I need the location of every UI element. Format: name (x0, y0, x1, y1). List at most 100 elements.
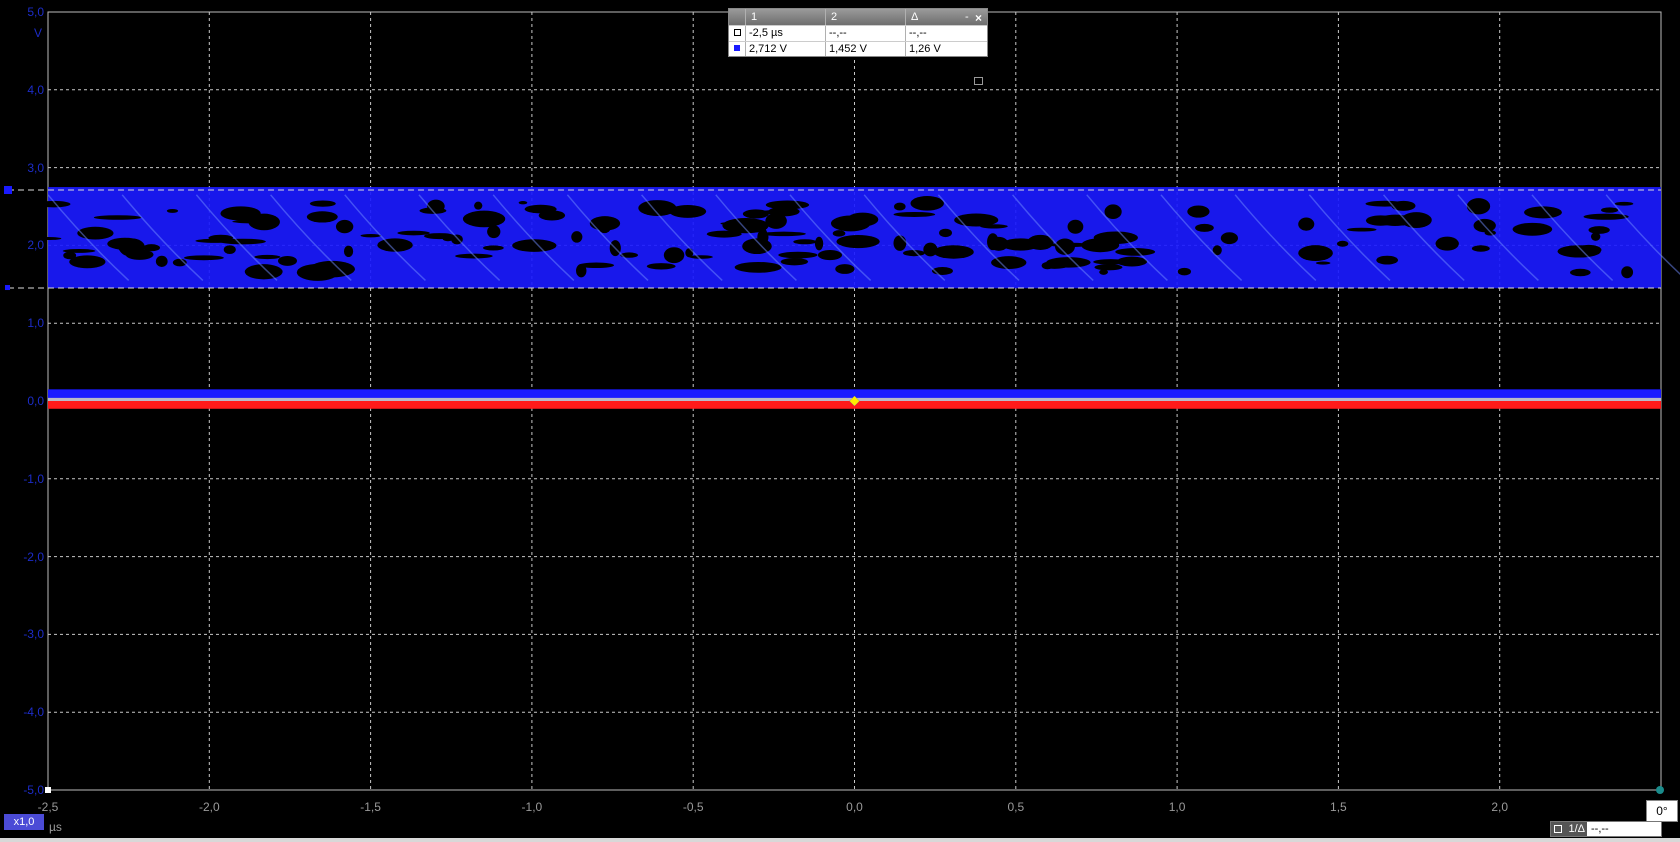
y-tick-label: 5,0 (27, 5, 44, 19)
eye-trace (1011, 194, 1094, 281)
eye-opening (155, 255, 168, 267)
y-tick-label: 2,0 (27, 238, 44, 253)
lock-icon[interactable] (974, 77, 983, 85)
eye-opening (903, 249, 925, 257)
close-button[interactable]: × (975, 11, 983, 25)
blue-square-icon (734, 45, 740, 51)
eye-opening (589, 216, 621, 231)
eye-opening (836, 234, 880, 249)
eye-opening (1187, 205, 1210, 218)
eye-opening (538, 210, 566, 221)
eye-opening (37, 200, 71, 208)
measurement-field[interactable]: 1/Δ --,-- (1550, 821, 1662, 837)
eye-opening (1391, 200, 1416, 211)
eye-opening (220, 206, 261, 221)
eye-opening (1093, 259, 1129, 265)
eye-trace (641, 194, 723, 281)
eye-opening (254, 254, 281, 260)
eye-trace (1160, 194, 1243, 281)
time-cursor-1: -2,5 µs (749, 27, 783, 39)
eye-opening (910, 196, 944, 211)
eye-trace (1086, 194, 1168, 281)
eye-trace (1308, 194, 1391, 281)
x-tick-label: -1,5 (360, 800, 381, 814)
eye-opening (1195, 223, 1214, 232)
voltage-cursor-1: 2,712 V (749, 43, 787, 55)
eye-opening (1588, 226, 1610, 234)
eye-opening (894, 202, 906, 211)
eye-opening (1099, 269, 1108, 275)
eye-trace (1382, 194, 1465, 281)
zoom-badge[interactable]: x1,0 (4, 814, 44, 830)
eye-opening (1336, 240, 1349, 247)
eye-opening (195, 238, 234, 243)
eye-opening (832, 230, 846, 237)
cursor-readout-panel[interactable]: 1 2 Δ - × -2,5 µs --,-- --,-- 2,712 V 1,… (728, 8, 988, 85)
x-axis-unit: µs (49, 820, 62, 834)
eye-opening (1377, 214, 1413, 226)
eye-opening (765, 200, 810, 210)
eye-opening (689, 255, 713, 259)
eye-opening (765, 212, 787, 229)
eye-trace (937, 194, 1020, 281)
eye-opening (1177, 267, 1192, 276)
phase-field[interactable]: 0° (1646, 800, 1678, 822)
cursor-1-handle (4, 186, 12, 195)
eye-opening (706, 230, 742, 238)
x-tick-label: -2,0 (198, 800, 220, 814)
voltage-cursor-2: 1,452 V (829, 43, 867, 55)
eye-opening (1298, 217, 1315, 231)
eye-opening (663, 247, 685, 264)
eye-opening (223, 245, 236, 255)
eye-opening (125, 249, 154, 260)
eye-opening (761, 231, 806, 237)
eye-opening (1435, 236, 1459, 251)
eye-opening (35, 236, 62, 241)
y-tick-label: -3,0 (23, 627, 44, 642)
eye-opening (1376, 255, 1399, 265)
minimize-button[interactable]: - (965, 11, 969, 23)
cursor-panel-header[interactable]: 1 2 Δ - × (729, 9, 987, 25)
eye-trace (344, 194, 426, 281)
x-tick-label: 2,0 (1491, 800, 1509, 814)
eye-opening (991, 256, 1027, 270)
measurement-value: --,-- (1591, 823, 1609, 835)
eye-opening (474, 201, 483, 210)
eye-opening (814, 236, 824, 251)
eye-opening (669, 204, 707, 218)
eye-opening (1298, 245, 1333, 262)
eye-trace (418, 194, 501, 281)
eye-opening (1621, 266, 1634, 279)
eye-opening (1466, 198, 1491, 215)
eye-opening (244, 264, 283, 280)
eye-opening (1046, 257, 1091, 268)
eye-opening (893, 211, 936, 217)
eye-opening (939, 228, 952, 238)
voltage-delta: 1,26 V (909, 43, 941, 55)
header-cursor-2: 2 (831, 11, 838, 23)
trigger-marker (849, 395, 860, 407)
eye-opening (69, 255, 106, 269)
eye-opening (1094, 264, 1123, 271)
eye-opening (571, 231, 583, 243)
eye-opening (1116, 256, 1148, 267)
origin-marker (45, 787, 51, 793)
eye-opening (576, 264, 587, 278)
eye-opening (462, 210, 506, 228)
eye-opening (638, 200, 677, 217)
eye-trace (1605, 194, 1680, 276)
eye-opening (1590, 232, 1601, 241)
y-tick-label: -5,0 (23, 783, 44, 797)
eye-opening (296, 263, 339, 281)
eye-opening (778, 251, 818, 259)
eye-opening (1220, 232, 1238, 245)
eye-opening (512, 239, 557, 252)
y-axis-unit: V (34, 26, 43, 40)
eye-opening (1049, 242, 1091, 248)
x-tick-label: 0,5 (1007, 800, 1025, 814)
eye-opening (1212, 245, 1222, 256)
eye-opening (954, 213, 999, 227)
eye-opening (1081, 238, 1120, 253)
